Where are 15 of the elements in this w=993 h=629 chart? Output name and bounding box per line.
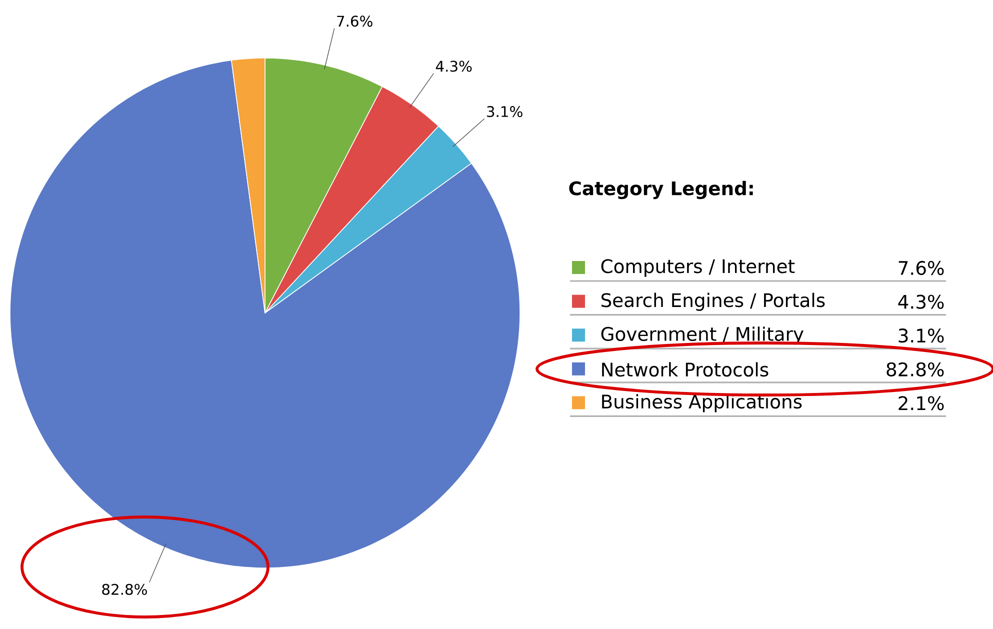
data-label: 82.8% (102, 584, 147, 595)
data-label: 2.1% (898, 396, 944, 410)
legend-label: Business Applications (602, 394, 802, 412)
data-label: 3.1% (487, 106, 522, 118)
legend-label: Network Protocols (602, 362, 768, 377)
data-label: 4.3% (436, 60, 472, 72)
legend-label: Search Engines / Portals (602, 292, 825, 311)
text: 3.1% (898, 328, 944, 343)
legend-label: Computers / Internet (601, 259, 795, 277)
text: 4.3% (898, 294, 944, 309)
legend-label: Government / Military (601, 326, 804, 345)
text: 82.8% (886, 362, 944, 376)
data-label: 7.6% (337, 16, 372, 27)
legend-title: Category Legend: (569, 180, 753, 200)
text: 7.6% (898, 260, 944, 276)
